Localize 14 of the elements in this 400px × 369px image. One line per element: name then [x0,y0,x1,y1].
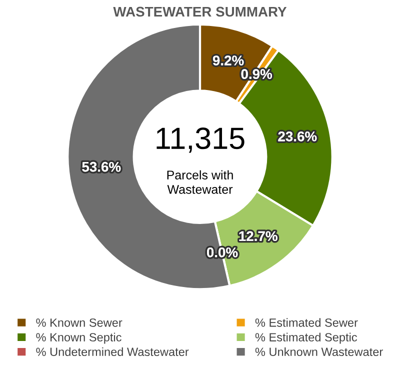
legend-label: % Unknown Wastewater [255,347,383,356]
data-label: 9.2% [212,56,244,66]
text: 0.0% [206,247,238,258]
data-label: 12.7% [239,231,278,242]
legend-label: % Undetermined Wastewater [36,347,189,356]
legend-label: % Known Septic [36,332,122,344]
chart-title: WASTEWATER SUMMARY [113,6,287,17]
legend-label: % Estimated Septic [255,332,358,344]
data-label: 23.6% [278,132,317,142]
text: Parcels with Wastewater [167,170,233,194]
data-label: 53.6% [82,162,121,172]
legend-label: % Known Sewer [36,318,122,327]
text: 11,315 [156,128,244,153]
legend-label: % Estimated Sewer [255,318,358,327]
